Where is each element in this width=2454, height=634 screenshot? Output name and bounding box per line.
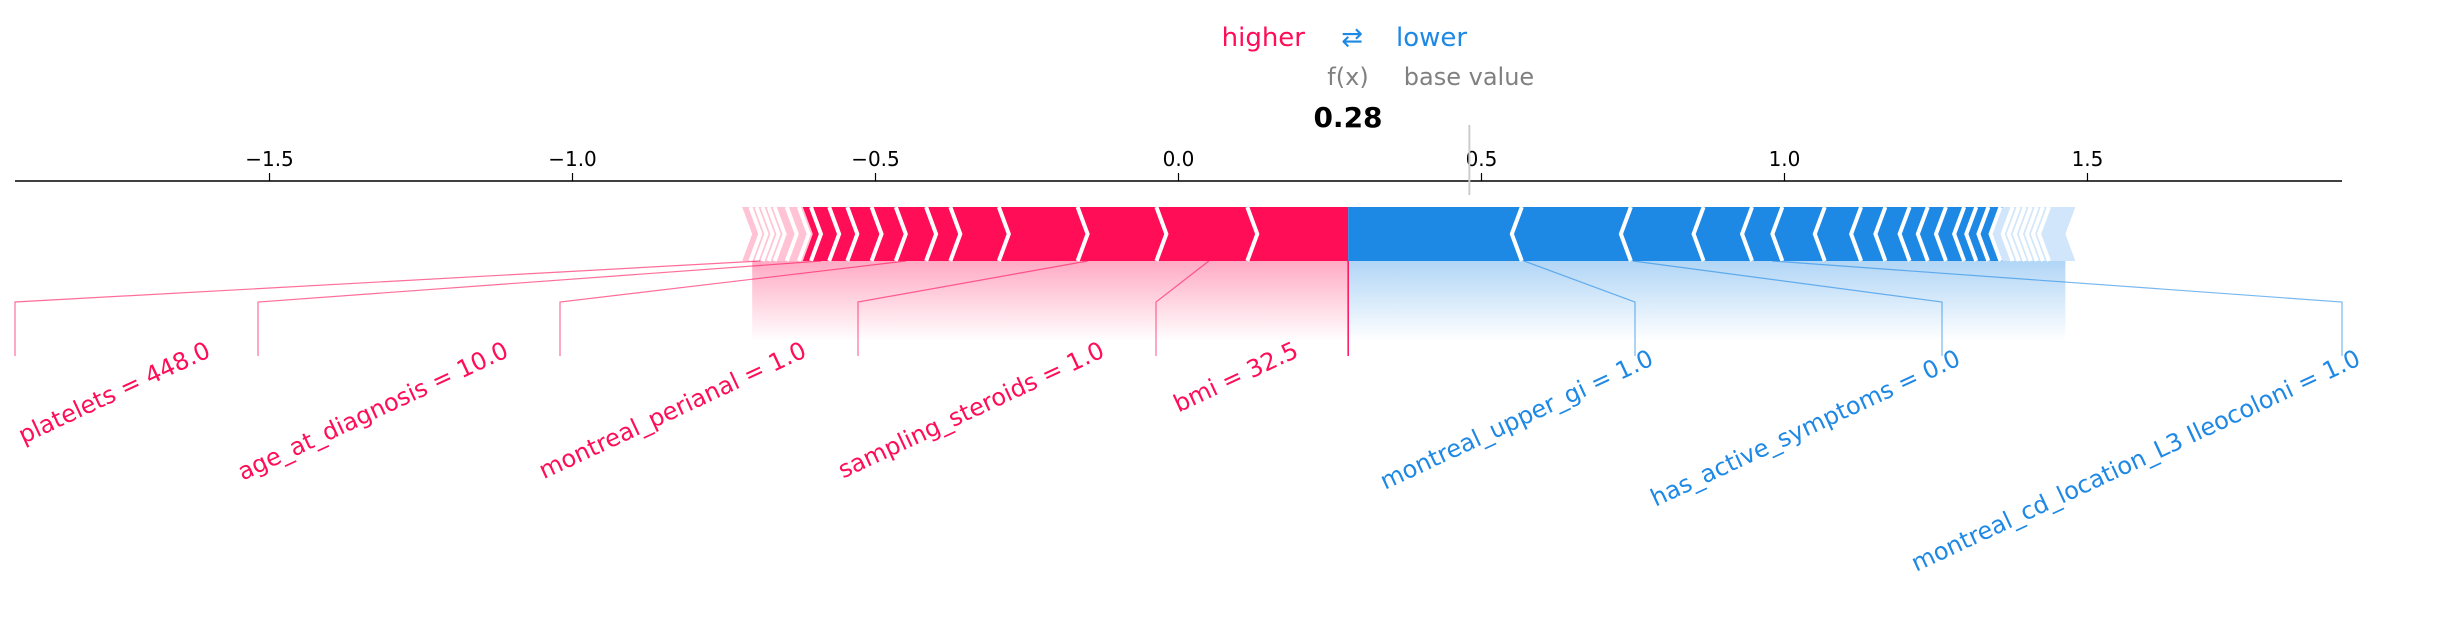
positive-separator — [869, 206, 884, 262]
positive-feature-label: age_at_diagnosis = 10.0 — [233, 336, 512, 486]
x-tick-label: −1.0 — [548, 147, 597, 171]
connectors — [752, 261, 2066, 356]
positive-shadow — [752, 261, 1349, 341]
negative-separator — [1897, 206, 1912, 262]
negative-feature-label: montreal_upper_gi = 1.0 — [1376, 344, 1658, 495]
positive-separator — [948, 206, 963, 262]
positive-separator — [766, 206, 781, 262]
feature-connector — [857, 260, 1088, 356]
x-tick-label: 0.0 — [1163, 147, 1195, 171]
feature-connector — [14, 260, 761, 356]
negative-separator — [2024, 206, 2039, 262]
negative-separator — [1952, 206, 1967, 262]
positive-separator — [996, 206, 1011, 262]
force-bars — [742, 206, 2076, 262]
negative-feature-label: has_active_symptoms = 0.0 — [1646, 344, 1964, 512]
x-tick-label: 0.5 — [1466, 147, 1498, 171]
feature-connector — [1155, 260, 1210, 356]
positive-separator — [809, 206, 824, 262]
positive-separator — [760, 206, 775, 262]
negative-separator — [2036, 206, 2051, 262]
negative-separator — [2030, 206, 2045, 262]
fx-label: f(x) — [1327, 63, 1368, 91]
negative-separator — [1915, 206, 1930, 262]
negative-feature-label: montreal_cd_location_L3 Ileocoloni = 1.0 — [1907, 344, 2365, 577]
positive-separator — [748, 206, 763, 262]
positive-separator — [1245, 206, 1260, 262]
negative-separator — [1964, 206, 1979, 262]
negative-separator — [1933, 206, 1948, 262]
positive-feature-label: bmi = 32.5 — [1169, 336, 1302, 418]
positive-feature-label: montreal_perianal = 1.0 — [534, 336, 810, 485]
negative-separator — [2000, 206, 2015, 262]
fx-value: 0.28 — [1313, 101, 1382, 134]
positive-separator — [772, 206, 787, 262]
positive-separator — [784, 206, 799, 262]
negative-separator — [2006, 206, 2021, 262]
feature-connector — [559, 260, 906, 356]
positive-separator — [1154, 206, 1169, 262]
feature-connector — [257, 260, 822, 356]
negative-separator — [1739, 206, 1754, 262]
legend-higher: higher — [1222, 23, 1306, 53]
negative-separator — [2018, 206, 2033, 262]
feature-connector — [1523, 260, 1636, 356]
x-tick-label: 1.0 — [1769, 147, 1801, 171]
feature-connector — [1632, 260, 1943, 356]
negative-separator — [1770, 206, 1785, 262]
negative-separator — [1873, 206, 1888, 262]
negative-shadow — [1348, 261, 2066, 341]
negative-separator — [1691, 206, 1706, 262]
positive-separator — [796, 206, 811, 262]
positive-bar — [802, 207, 1349, 261]
negative-separator — [1618, 206, 1633, 262]
feature-connector — [1772, 260, 2343, 356]
positive-separator — [924, 206, 939, 262]
negative-separator — [1509, 206, 1524, 262]
swap-arrows-icon: ⇄ — [1341, 23, 1363, 53]
positive-separator — [845, 206, 860, 262]
negative-separator — [2012, 206, 2027, 262]
negative-separator — [1849, 206, 1864, 262]
x-tick-label: −0.5 — [851, 147, 900, 171]
positive-separator — [754, 206, 769, 262]
negative-separator — [1812, 206, 1827, 262]
positive-feature-label: sampling_steroids = 1.0 — [834, 336, 1109, 484]
positive-separator — [827, 206, 842, 262]
base-value-label: base value — [1404, 63, 1534, 91]
legend-lower: lower — [1396, 23, 1467, 53]
positive-separator — [1075, 206, 1090, 262]
positive-separator — [893, 206, 908, 262]
negative-separator — [1976, 206, 1991, 262]
x-axis: −1.5 −1.0 −0.5 0.0 0.5 1.0 1.5 — [15, 125, 2342, 195]
x-tick-label: −1.5 — [245, 147, 294, 171]
x-tick-label: 1.5 — [2072, 147, 2104, 171]
negative-separator — [1988, 206, 2003, 262]
positive-feature-label: platelets = 448.0 — [14, 336, 215, 449]
negative-bar — [1348, 207, 2003, 261]
